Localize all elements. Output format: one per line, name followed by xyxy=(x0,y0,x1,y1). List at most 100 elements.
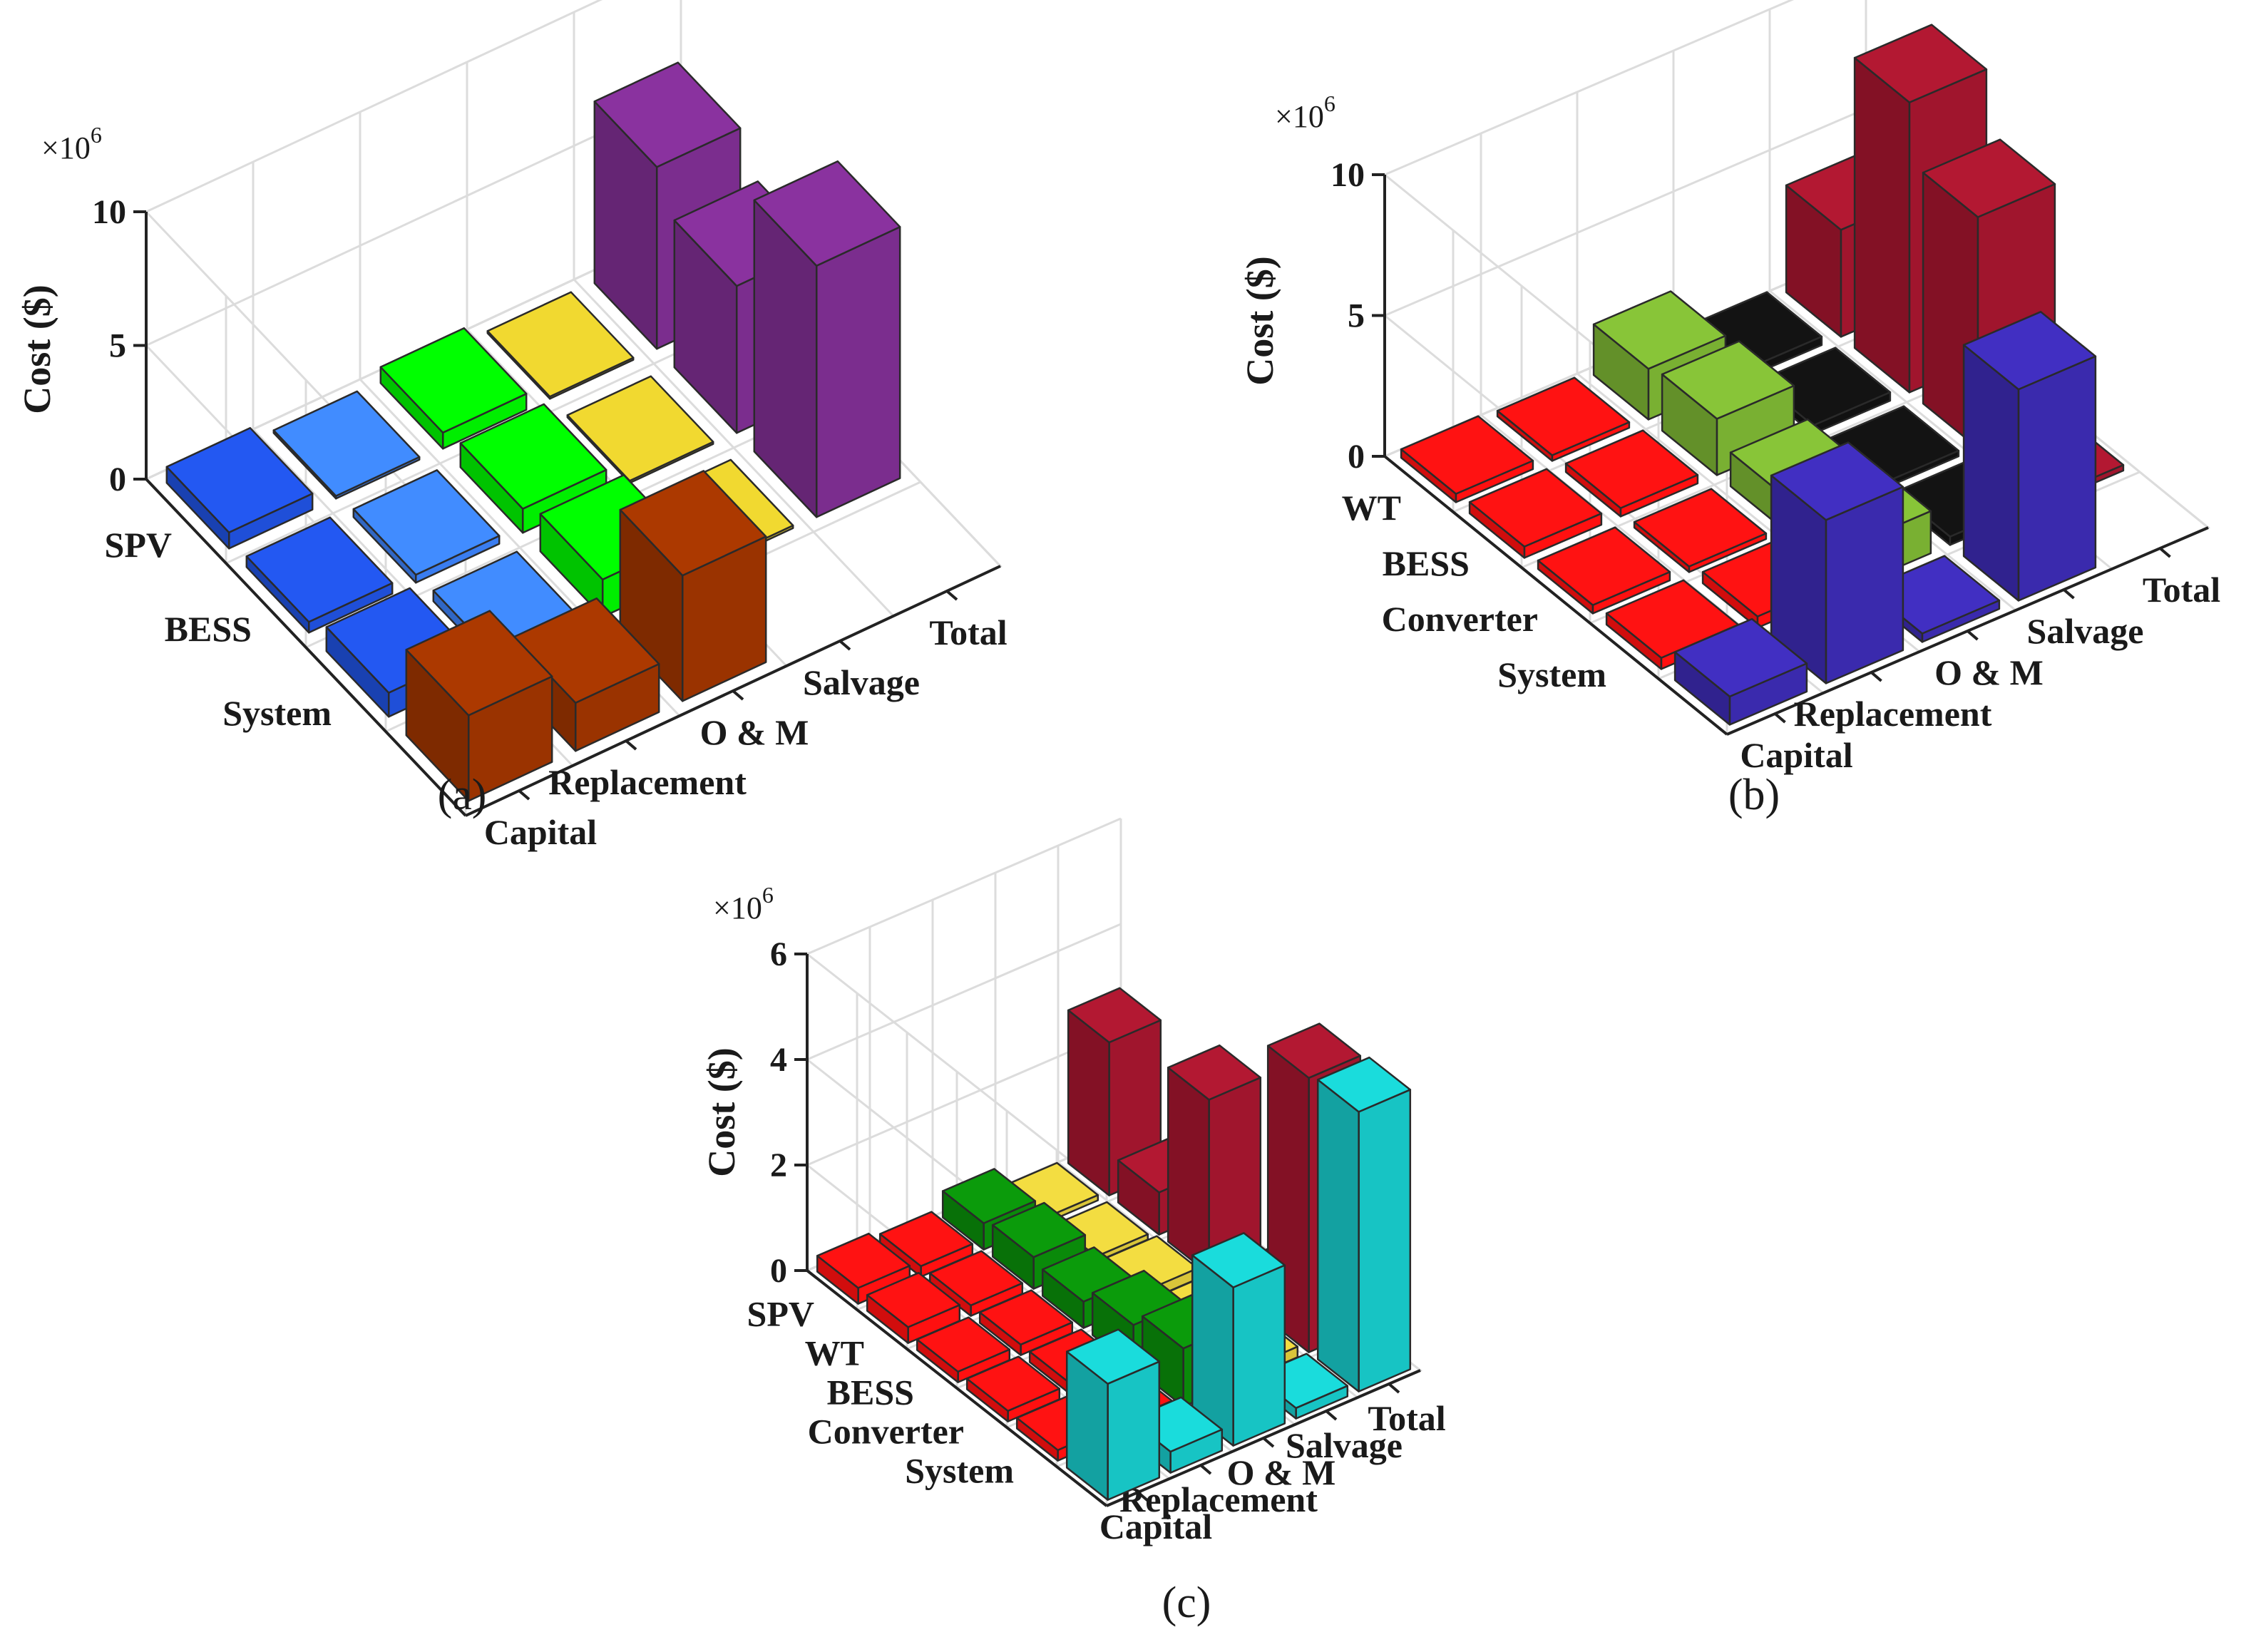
col-tick-mark xyxy=(732,689,744,701)
bar-top-face xyxy=(916,1316,1011,1373)
panel-b-bars xyxy=(1400,24,2125,726)
col-tick-mark xyxy=(1325,1410,1338,1421)
bar-top-face xyxy=(1592,290,1727,370)
z-tick-label: 2 xyxy=(770,1146,787,1184)
bar-spv-replacement xyxy=(272,390,421,500)
bar-top-face xyxy=(1661,340,1795,420)
col-tick-mark xyxy=(1262,1437,1275,1448)
bar-system-capital xyxy=(1065,1328,1161,1501)
bar-top-face xyxy=(593,61,742,168)
bar-top-face xyxy=(1496,376,1631,456)
panel-b-caption: (b) xyxy=(1728,771,1780,819)
z-tick-label: 6 xyxy=(770,935,787,973)
panel-a-bars xyxy=(165,61,901,802)
row-label: Converter xyxy=(1382,599,1538,639)
row-label: SPV xyxy=(747,1294,814,1334)
bar-top-face xyxy=(1537,526,1671,606)
bar-wt-replacement xyxy=(928,1250,1024,1317)
col-label: Salvage xyxy=(2027,611,2144,651)
col-tick-mark xyxy=(2159,547,2171,558)
bar-top-face xyxy=(1316,1056,1412,1113)
col-tick-mark xyxy=(1137,1491,1149,1502)
col-tick-mark xyxy=(945,590,958,601)
row-label: BESS xyxy=(165,609,252,649)
bar-system-capital xyxy=(405,610,553,802)
panel-a-multiplier: ×106 xyxy=(41,122,102,165)
col-label: Replacement xyxy=(1794,694,1992,734)
bar-top-face xyxy=(878,1211,974,1268)
col-label: Total xyxy=(929,612,1007,652)
bar-system-total xyxy=(753,160,901,518)
bar-top-face xyxy=(928,1250,1024,1307)
col-label: Replacement xyxy=(548,762,747,802)
bar-top-face xyxy=(1962,311,2097,391)
col-label: O & M xyxy=(700,712,809,752)
bar-top-face xyxy=(1468,468,1603,548)
z-tick-label: 0 xyxy=(1348,438,1365,476)
bar-system-capital xyxy=(1673,617,1808,726)
bar-top-face xyxy=(1266,1022,1362,1079)
bar-system-replacement xyxy=(1770,441,1904,684)
bar-system-salvage xyxy=(1962,311,2097,602)
col-tick-mark xyxy=(625,739,637,751)
bar-top-face xyxy=(991,1201,1087,1258)
bar-wt-capital xyxy=(1400,415,1534,503)
bar-top-face xyxy=(1167,1044,1262,1101)
z-tick-label: 0 xyxy=(770,1252,787,1290)
bar-bess-replacement xyxy=(352,469,501,584)
row-axis-line xyxy=(806,1269,1108,1507)
col-tick-mark xyxy=(2063,588,2075,600)
col-tick-mark xyxy=(1388,1382,1400,1394)
bar-top-face xyxy=(459,403,607,510)
bar-spv-replacement xyxy=(878,1211,974,1278)
bar-top-face xyxy=(1067,987,1162,1044)
bar-top-face xyxy=(512,597,660,704)
bar-top-face xyxy=(816,1232,911,1289)
row-label: System xyxy=(1497,655,1606,694)
bar-side-face xyxy=(1167,1067,1210,1275)
bar-front-face xyxy=(1825,486,1904,684)
bar-top-face xyxy=(1770,441,1904,521)
panel-c-multiplier: ×106 xyxy=(713,882,774,925)
bar-top-face xyxy=(1673,617,1808,698)
bar-top-face xyxy=(1922,138,2056,218)
bar-spv-salvage xyxy=(486,291,635,400)
bar-top-face xyxy=(619,470,767,577)
col-label: Total xyxy=(1368,1398,1445,1438)
bar-bess-replacement xyxy=(978,1289,1074,1356)
bar-top-face xyxy=(165,426,314,534)
bar-front-face xyxy=(815,225,901,518)
panel-c-bars xyxy=(816,987,1412,1501)
row-label: BESS xyxy=(1383,543,1470,583)
bar-converter-capital xyxy=(965,1355,1061,1422)
bar-side-face xyxy=(1853,56,1911,394)
bar-bess-salvage xyxy=(566,375,714,484)
row-label: System xyxy=(222,693,332,733)
col-tick-mark xyxy=(1199,1464,1212,1475)
col-label: O & M xyxy=(1227,1452,1336,1492)
bar-top-face xyxy=(941,1168,1037,1224)
bar-top-face xyxy=(978,1289,1074,1346)
bar-converter-replacement xyxy=(1633,488,1768,573)
bar-front-face xyxy=(1107,1360,1161,1501)
bar-spv-capital xyxy=(165,426,314,550)
bar-top-face xyxy=(1853,24,1988,103)
col-tick-mark xyxy=(518,789,530,801)
z-tick-label: 5 xyxy=(1348,297,1365,335)
col-label: Total xyxy=(2143,570,2220,610)
row-label: WT xyxy=(1342,488,1401,528)
row-label: System xyxy=(905,1451,1014,1491)
bar-wt-replacement xyxy=(1496,376,1631,462)
bar-bess-o-m xyxy=(1661,340,1795,476)
col-label: Capital xyxy=(484,812,597,852)
bar-system-o-m xyxy=(619,470,767,702)
bar-top-face xyxy=(245,516,394,623)
bar-bess-capital xyxy=(1468,468,1603,559)
bar-front-face xyxy=(2017,355,2097,602)
bar-top-face xyxy=(486,291,635,398)
bar-bess-replacement xyxy=(1564,429,1699,518)
row-label: WT xyxy=(805,1333,864,1373)
col-tick-mark xyxy=(839,640,851,651)
col-label: O & M xyxy=(1934,652,2044,692)
